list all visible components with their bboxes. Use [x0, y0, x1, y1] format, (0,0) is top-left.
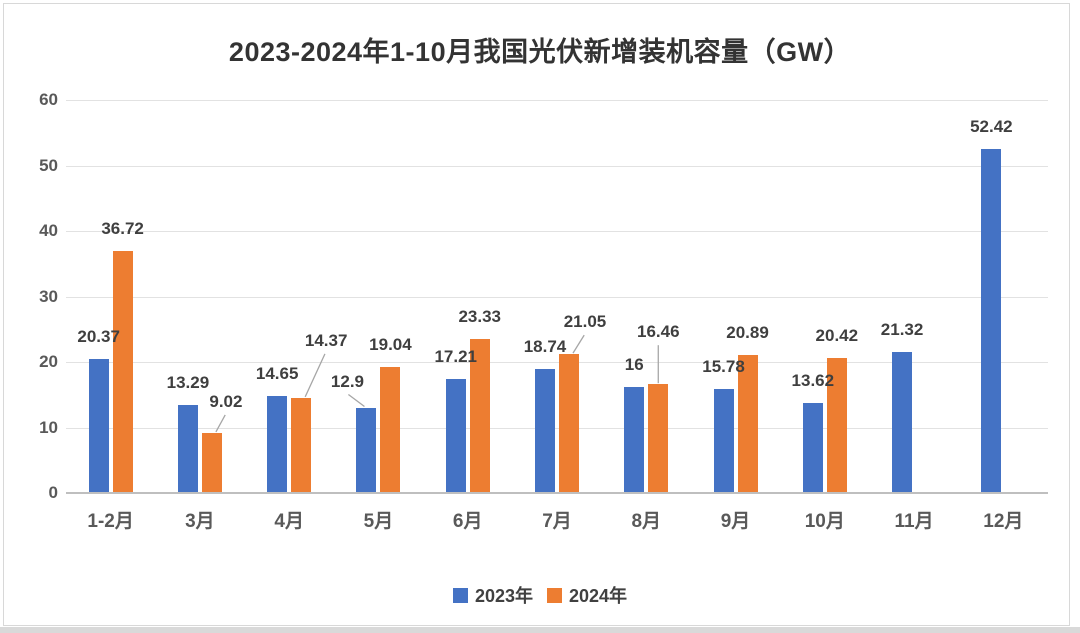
bar-2023年-1-2月 [88, 358, 109, 492]
gridline [66, 427, 1048, 429]
data-label: 21.05 [563, 312, 607, 332]
bar-2024年-7月 [559, 354, 579, 492]
legend: 2023年 2024年 [0, 582, 1080, 608]
bottom-strip [0, 627, 1080, 633]
x-tick-label: 6月 [452, 511, 483, 532]
gridline [66, 362, 1048, 363]
data-label: 13.29 [166, 372, 210, 392]
leader-line [348, 393, 365, 408]
chart-title: 2023-2024年1-10月我国光伏新增装机容量（GW） [228, 37, 852, 67]
data-label: 23.33 [458, 307, 501, 327]
y-tick-label: 10 [39, 417, 58, 437]
bar-2023年-7月 [535, 369, 555, 492]
x-tick-label: 9月 [720, 511, 751, 532]
data-label: 14.37 [304, 330, 348, 350]
x-tick-label: 4月 [274, 511, 304, 532]
gridline [66, 100, 1048, 101]
data-label: 21.32 [880, 320, 924, 340]
legend-label: 2023年 [474, 586, 533, 606]
bar-2024年-6月 [469, 339, 490, 492]
gridline [66, 231, 1048, 232]
bar-2023年-4月 [267, 396, 288, 492]
data-label: 20.37 [77, 326, 120, 346]
bar-2023年-3月 [177, 404, 198, 492]
data-label: 20.89 [726, 323, 769, 343]
bar-2024年-5月 [380, 367, 401, 492]
legend-label: 2024年 [569, 586, 628, 606]
leader-lines-overlay [215, 334, 659, 433]
bar-2023年-11月 [892, 352, 913, 492]
legend-item-2023年: 2023年 [452, 582, 533, 608]
bar-2024年-10月 [826, 358, 847, 492]
data-label: 36.72 [101, 219, 144, 239]
x-tick-label: 11月 [894, 511, 934, 532]
y-tick-label: 60 [39, 90, 58, 109]
x-axis-line [66, 492, 1048, 494]
y-tick-label: 50 [39, 155, 58, 175]
bar-2024年-3月 [201, 432, 222, 492]
y-tick-label: 30 [39, 286, 58, 306]
bar-2024年-4月 [291, 397, 312, 492]
bar-2024年-1-2月 [112, 251, 133, 492]
x-tick-label: 3月 [185, 511, 215, 532]
data-label: 17.21 [434, 347, 477, 367]
y-tick-label: 0 [48, 483, 58, 502]
legend-item-2024年: 2024年 [547, 582, 627, 608]
x-tick-label: 5月 [363, 511, 394, 532]
bar-2024年-8月 [648, 384, 669, 492]
bar-2023年-9月 [713, 388, 734, 492]
gridline [66, 296, 1048, 298]
data-label: 15.78 [702, 356, 745, 376]
bar-2023年-6月 [445, 379, 466, 492]
leader-line [215, 414, 226, 433]
bar-2023年-5月 [356, 407, 377, 492]
bar-2023年-8月 [624, 387, 645, 492]
data-label: 18.74 [523, 337, 567, 357]
chart-frame [3, 3, 1070, 626]
y-tick-label: 40 [39, 221, 58, 240]
bar-2023年-10月 [802, 402, 823, 492]
plot-area: 20.37 13.29 14.65 12.9 17.21 18.74 16 15.78 13.6… [66, 100, 1048, 494]
x-tick-label: 10月 [804, 511, 845, 532]
data-label: 16 [624, 355, 644, 375]
legend-swatch-icon [452, 587, 468, 603]
leader-line [572, 334, 585, 354]
x-tick-label: 8月 [631, 511, 662, 532]
x-tick-label: 12月 [983, 511, 1024, 532]
y-tick-label: 20 [39, 352, 58, 371]
data-label: 13.62 [791, 370, 835, 390]
data-label: 9.02 [209, 391, 243, 411]
legend-swatch-icon [547, 587, 562, 603]
data-label: 19.04 [369, 335, 412, 355]
leader-line [304, 353, 326, 398]
x-tick-label: 7月 [542, 511, 572, 532]
bar-2023年-12月 [981, 148, 1002, 492]
data-label: 12.9 [330, 371, 364, 391]
data-label: 52.42 [970, 116, 1013, 136]
data-label: 16.46 [636, 322, 680, 342]
gridline [66, 165, 1048, 167]
bar-2024年-9月 [737, 355, 758, 492]
x-tick-label: 1-2月 [87, 511, 134, 532]
data-label: 14.65 [255, 364, 299, 384]
data-label: 20.42 [815, 326, 859, 346]
